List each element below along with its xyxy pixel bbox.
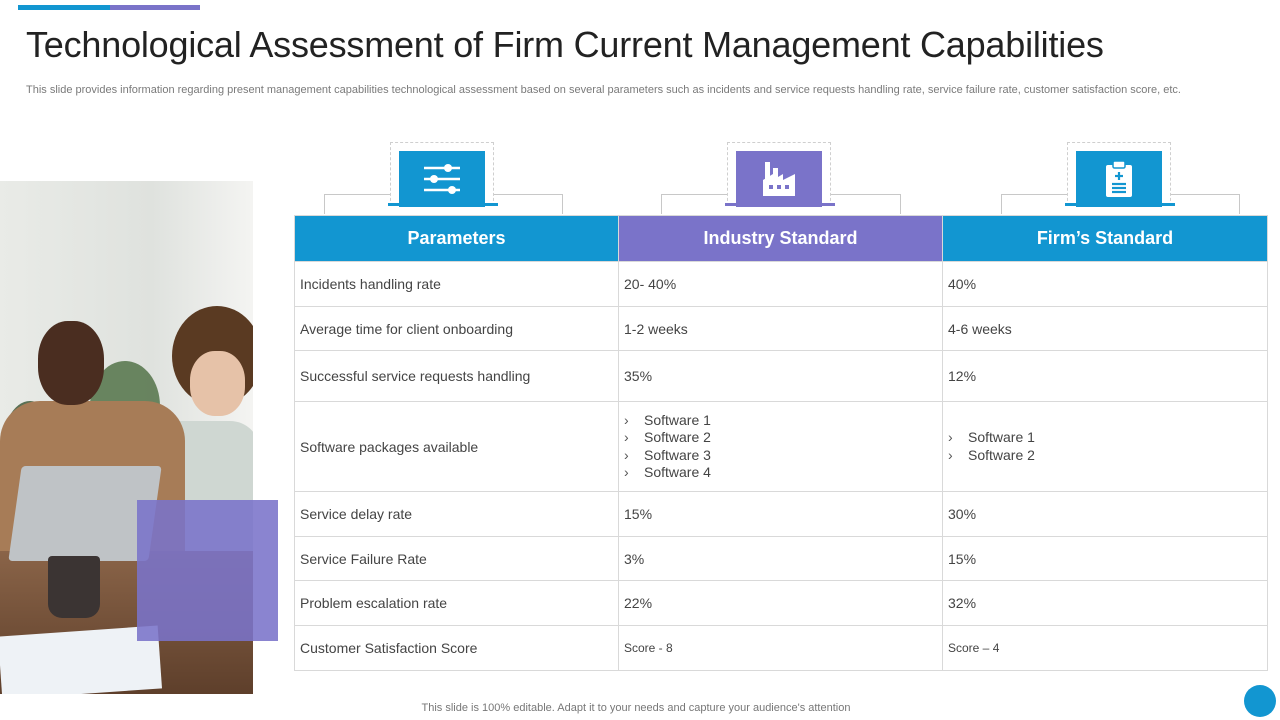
header-industry-standard: Industry Standard [618, 215, 943, 262]
table-row: Incidents handling rate 20- 40% 40% [294, 261, 1268, 307]
industry-icon-tile [725, 142, 835, 207]
accent-bar-blue [18, 5, 110, 10]
assessment-table: Parameters Industry Standard Firm’s Stan… [294, 215, 1268, 671]
list-item: › Software 1 [948, 429, 1035, 445]
header-firms-standard: Firm’s Standard [942, 215, 1268, 262]
decorative-purple-square [137, 500, 278, 641]
firm-software-list: › Software 1 › Software 2 [948, 429, 1262, 464]
industry-cell: 22% [618, 580, 943, 626]
firm-cell: 4-6 weeks [942, 306, 1268, 351]
chevron-right-icon: › [624, 464, 629, 480]
table-row: Software packages available › Software 1 … [294, 401, 1268, 492]
chevron-right-icon: › [948, 446, 953, 463]
parameter-cell: Incidents handling rate [294, 261, 619, 307]
list-item: › Software 1 [624, 411, 711, 428]
factory-icon [763, 162, 795, 196]
firm-cell: Score – 4 [942, 625, 1268, 671]
table-row: Problem escalation rate 22% 32% [294, 580, 1268, 626]
firm-icon-tile [1065, 142, 1175, 207]
table-header-row: Parameters Industry Standard Firm’s Stan… [294, 215, 1268, 262]
parameter-cell: Service delay rate [294, 491, 619, 537]
industry-cell: 15% [618, 491, 943, 537]
page-title: Technological Assessment of Firm Current… [26, 24, 1104, 65]
list-item: › Software 2 [948, 446, 1035, 463]
parameter-cell: Average time for client onboarding [294, 306, 619, 351]
firm-cell: 12% [942, 350, 1268, 402]
industry-cell: 35% [618, 350, 943, 402]
table-row: Customer Satisfaction Score Score - 8 Sc… [294, 625, 1268, 671]
industry-cell: 3% [618, 536, 943, 581]
decorative-corner-dot [1244, 685, 1276, 717]
firm-cell: 40% [942, 261, 1268, 307]
footer-note: This slide is 100% editable. Adapt it to… [421, 702, 851, 714]
table-row: Average time for client onboarding 1-2 w… [294, 306, 1268, 351]
table-row: Successful service requests handling 35%… [294, 350, 1268, 402]
firm-cell: 15% [942, 536, 1268, 581]
firm-cell: 32% [942, 580, 1268, 626]
firm-cell: › Software 1 › Software 2 [942, 401, 1268, 492]
parameter-cell: Successful service requests handling [294, 350, 619, 402]
industry-cell: 1-2 weeks [618, 306, 943, 351]
header-parameters: Parameters [294, 215, 619, 262]
parameter-cell: Software packages available [294, 401, 619, 492]
industry-software-list: › Software 1 › Software 2 › Software 3 › Sof… [624, 412, 937, 482]
accent-bar-purple [110, 5, 200, 10]
page-subtitle: This slide provides information regardin… [26, 84, 1181, 96]
table-row: Service delay rate 15% 30% [294, 491, 1268, 537]
parameter-cell: Problem escalation rate [294, 580, 619, 626]
parameters-icon-tile [388, 142, 498, 207]
list-item: › Software 2 [624, 429, 711, 445]
chevron-right-icon: › [624, 446, 629, 463]
sliders-icon [424, 164, 460, 194]
list-item: › Software 3 [624, 446, 711, 463]
industry-cell: › Software 1 › Software 2 › Software 3 › Sof… [618, 401, 943, 492]
parameter-cell: Service Failure Rate [294, 536, 619, 581]
clipboard-icon [1106, 160, 1132, 197]
chevron-right-icon: › [948, 429, 953, 445]
list-item: › Software 4 [624, 464, 711, 480]
chevron-right-icon: › [624, 411, 629, 428]
firm-cell: 30% [942, 491, 1268, 537]
table-row: Service Failure Rate 3% 15% [294, 536, 1268, 581]
industry-cell: 20- 40% [618, 261, 943, 307]
parameter-cell: Customer Satisfaction Score [294, 625, 619, 671]
industry-cell: Score - 8 [618, 625, 943, 671]
chevron-right-icon: › [624, 429, 629, 445]
